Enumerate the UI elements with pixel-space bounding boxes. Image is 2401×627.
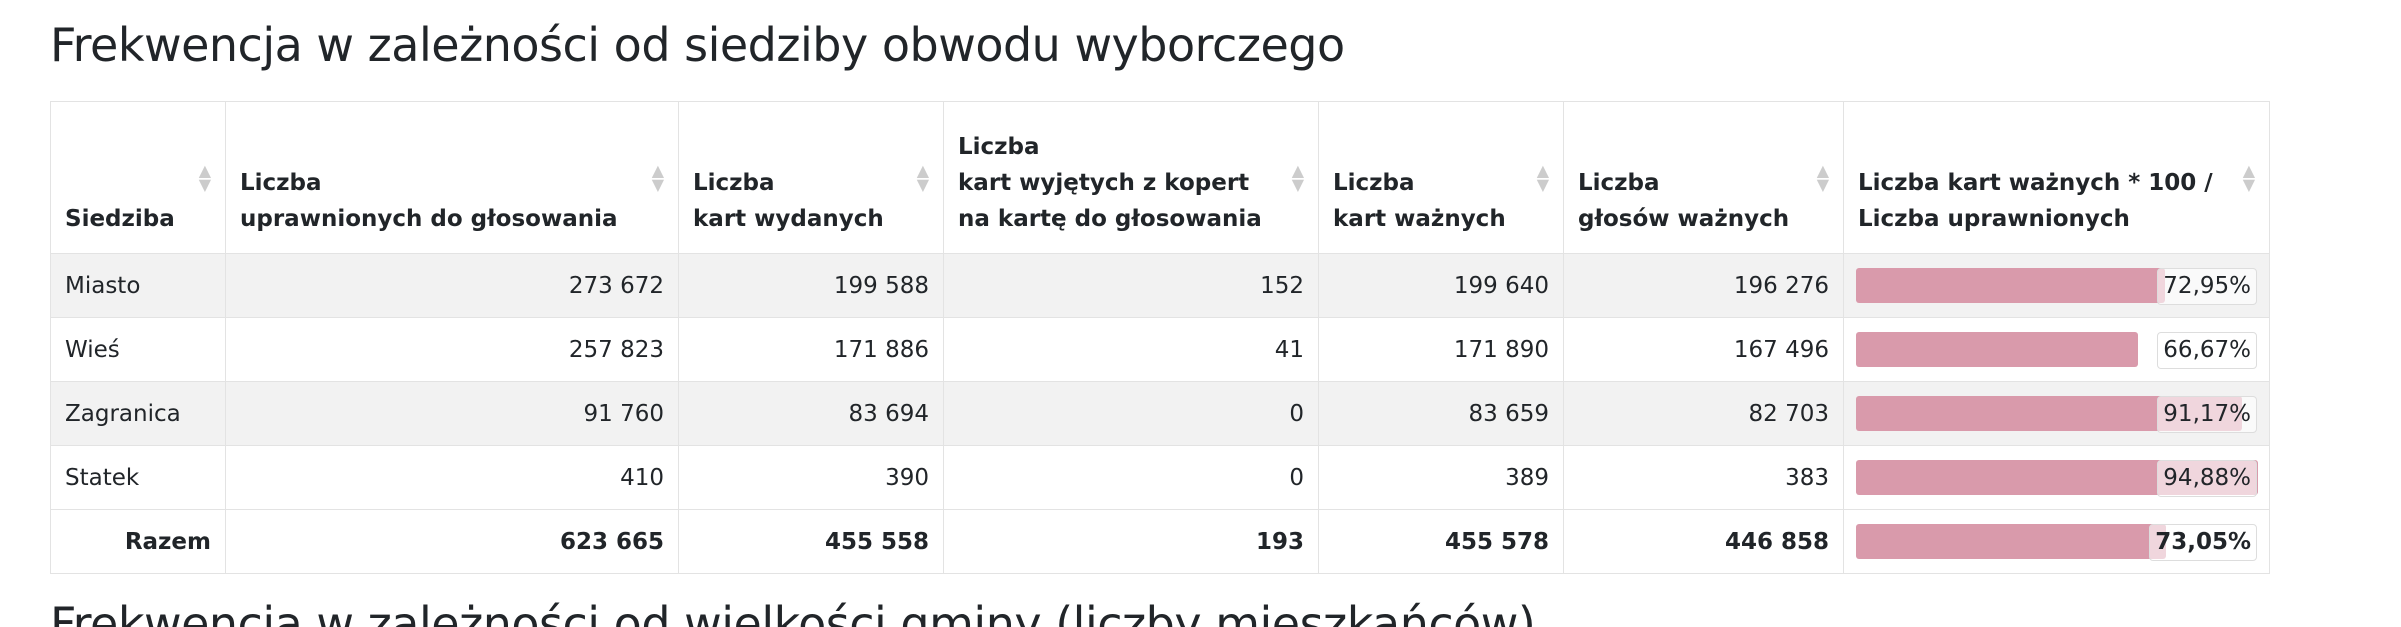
cell-value: 82 703	[1563, 381, 1844, 446]
percent-cell: 73,05%	[1843, 509, 2270, 574]
cell-value: 389	[1318, 445, 1564, 510]
sort-icon: ▲ ▼	[651, 160, 664, 194]
table-row: Zagranica 91 760 83 694 0 83 659 82 703 91,17%	[50, 381, 2270, 446]
cell-value: 171 886	[678, 317, 944, 382]
percent-label: 91,17%	[2157, 396, 2257, 433]
cell-value: 0	[943, 381, 1319, 446]
table-row: Razem 623 665 455 558 193 455 578 446 858 73,0…	[50, 509, 2270, 574]
cell-value: 193	[943, 509, 1319, 574]
percent-cell: 91,17%	[1843, 381, 2270, 446]
sort-icon: ▲ ▼	[198, 160, 211, 194]
row-label: Miasto	[50, 253, 226, 318]
header-text: Liczba kart wyjętych z kopert na kartę d…	[958, 134, 1262, 232]
column-header[interactable]: Siedziba ▲ ▼	[50, 101, 226, 254]
column-header[interactable]: Liczba kart wydanych ▲ ▼	[678, 101, 944, 254]
cell-value: 41	[943, 317, 1319, 382]
percent-label: 66,67%	[2157, 332, 2257, 369]
percent-label: 72,95%	[2157, 268, 2257, 305]
row-label: Statek	[50, 445, 226, 510]
header-text: Liczba kart ważnych	[1333, 170, 1506, 232]
percent-bar	[1856, 332, 2139, 367]
cell-value: 199 640	[1318, 253, 1564, 318]
column-header[interactable]: Liczba głosów ważnych ▲ ▼	[1563, 101, 1844, 254]
cell-value: 152	[943, 253, 1319, 318]
row-label: Razem	[50, 509, 226, 574]
cell-value: 167 496	[1563, 317, 1844, 382]
cell-value: 257 823	[225, 317, 679, 382]
table-row: Wieś 257 823 171 886 41 171 890 167 496 66,67%	[50, 317, 2270, 382]
cell-value: 83 694	[678, 381, 944, 446]
percent-label: 94,88%	[2157, 460, 2257, 497]
column-header[interactable]: Liczba kart ważnych * 100 / Liczba upraw…	[1843, 101, 2270, 254]
cell-value: 83 659	[1318, 381, 1564, 446]
header-text: Liczba kart wydanych	[693, 170, 884, 232]
sort-icon: ▲ ▼	[2242, 160, 2255, 194]
sort-icon: ▲ ▼	[916, 160, 929, 194]
cell-value: 455 558	[678, 509, 944, 574]
table-row: Statek 410 390 0 389 383 94,88%	[50, 445, 2270, 510]
percent-bar	[1856, 524, 2166, 559]
table-body: Miasto 273 672 199 588 152 199 640 196 276 72,…	[50, 253, 2270, 574]
header-text: Liczba głosów ważnych	[1578, 170, 1790, 232]
cell-value: 455 578	[1318, 509, 1564, 574]
cell-value: 91 760	[225, 381, 679, 446]
cell-value: 199 588	[678, 253, 944, 318]
sort-icon: ▲ ▼	[1536, 160, 1549, 194]
section-title: Frekwencja w zależności od siedziby obwo…	[50, 18, 1345, 72]
header-text: Siedziba	[65, 206, 175, 232]
row-label: Zagranica	[50, 381, 226, 446]
cell-value: 171 890	[1318, 317, 1564, 382]
header-text: Liczba kart ważnych * 100 / Liczba upraw…	[1858, 170, 2213, 232]
row-label: Wieś	[50, 317, 226, 382]
cell-value: 273 672	[225, 253, 679, 318]
cell-value: 196 276	[1563, 253, 1844, 318]
turnout-table: Siedziba ▲ ▼ Liczba uprawnionych do głosowa…	[50, 101, 2270, 574]
percent-cell: 94,88%	[1843, 445, 2270, 510]
table-row: Miasto 273 672 199 588 152 199 640 196 276 72,…	[50, 253, 2270, 318]
section-title: Frekwencja w zależności od wielkości gmi…	[50, 597, 1536, 627]
cell-value: 623 665	[225, 509, 679, 574]
cell-value: 446 858	[1563, 509, 1844, 574]
cell-value: 410	[225, 445, 679, 510]
sort-icon: ▲ ▼	[1816, 160, 1829, 194]
percent-cell: 72,95%	[1843, 253, 2270, 318]
percent-cell: 66,67%	[1843, 317, 2270, 382]
column-header[interactable]: Liczba kart ważnych ▲ ▼	[1318, 101, 1564, 254]
cell-value: 390	[678, 445, 944, 510]
cell-value: 0	[943, 445, 1319, 510]
cell-value: 383	[1563, 445, 1844, 510]
header-row: Siedziba ▲ ▼ Liczba uprawnionych do głosowa…	[50, 101, 2270, 254]
column-header[interactable]: Liczba kart wyjętych z kopert na kartę d…	[943, 101, 1319, 254]
sort-icon: ▲ ▼	[1291, 160, 1304, 194]
percent-bar	[1856, 268, 2166, 303]
column-header[interactable]: Liczba uprawnionych do głosowania ▲ ▼	[225, 101, 679, 254]
header-text: Liczba uprawnionych do głosowania	[240, 170, 618, 232]
percent-label: 73,05%	[2149, 524, 2257, 561]
